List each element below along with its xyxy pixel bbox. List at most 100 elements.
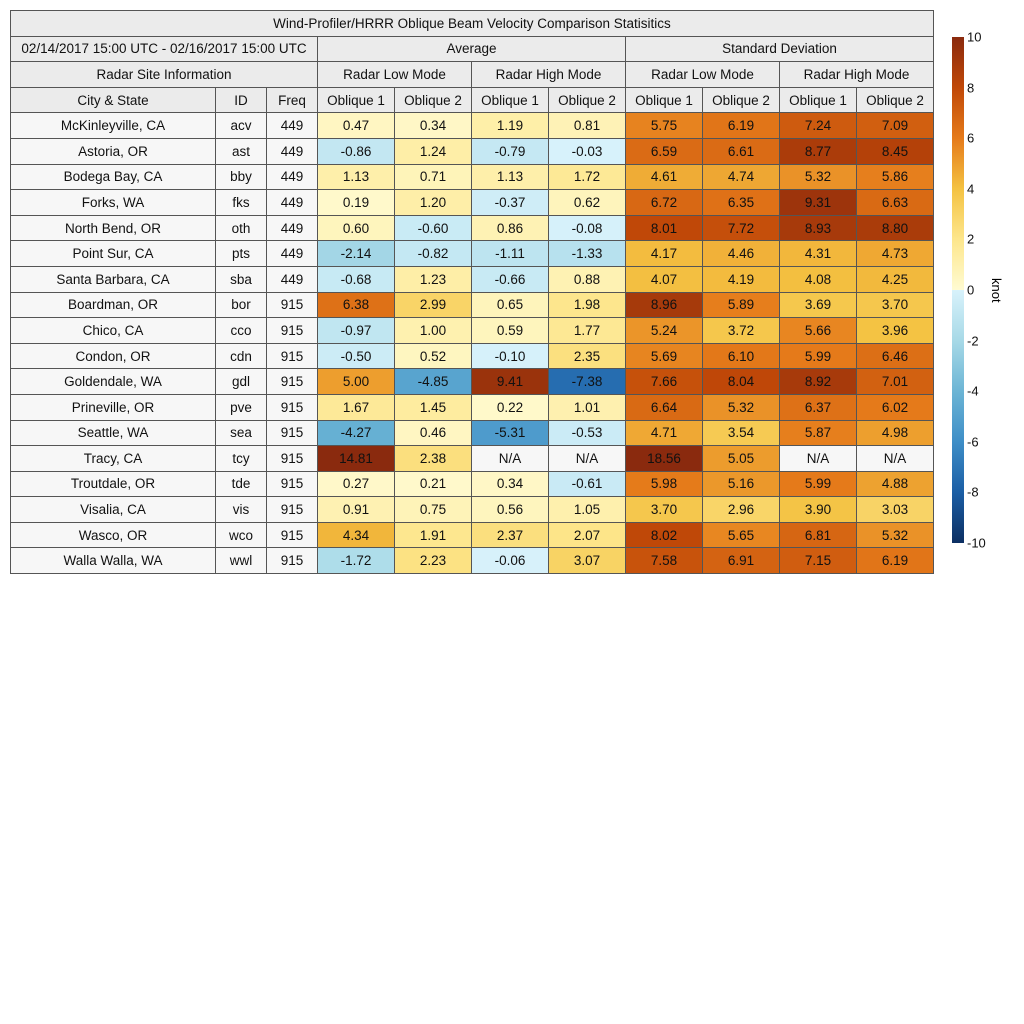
- heatmap-cell: 5.65: [702, 521, 780, 549]
- mode-header: Radar High Mode: [471, 61, 626, 88]
- heatmap-cell: -1.72: [317, 547, 395, 575]
- table-row: Seattle, WA sea 915 -4.27 0.46 -5.31 -0.53 4.71…: [10, 419, 934, 447]
- site-name: Boardman, OR: [10, 291, 216, 319]
- heatmap-cell: 0.22: [471, 393, 549, 421]
- table-row: Tracy, CA tcy 915 14.81 2.38 N/A N/A 18.56 5.05 N…: [10, 445, 934, 472]
- heatmap-cell: 0.75: [394, 496, 472, 523]
- table-row: Forks, WA fks 449 0.19 1.20 -0.37 0.62 6.72 6.35…: [10, 189, 934, 216]
- heatmap-cell: 4.61: [625, 163, 703, 191]
- column-header: Oblique 1: [317, 86, 395, 114]
- heatmap-cell: 5.99: [779, 470, 857, 498]
- heatmap-cell: 2.38: [394, 445, 472, 472]
- column-header: ID: [215, 86, 267, 114]
- site-id: sba: [215, 265, 267, 293]
- heatmap-cell: 2.99: [394, 291, 472, 319]
- site-freq: 915: [266, 342, 318, 370]
- site-name: McKinleyville, CA: [10, 112, 216, 139]
- site-id: tcy: [215, 445, 267, 472]
- heatmap-cell: 1.72: [548, 163, 626, 191]
- site-freq: 449: [266, 265, 318, 293]
- table-row: Goldendale, WA gdl 915 5.00 -4.85 9.41 -7.38 7.…: [10, 368, 934, 395]
- heatmap-cell: 1.91: [394, 521, 472, 549]
- site-name: Wasco, OR: [10, 521, 216, 549]
- mode-header: Radar Low Mode: [625, 61, 780, 88]
- heatmap-cell: 5.99: [779, 342, 857, 370]
- table-row: Wasco, OR wco 915 4.34 1.91 2.37 2.07 8.02 5.65 6…: [10, 521, 934, 549]
- site-freq: 915: [266, 547, 318, 575]
- heatmap-cell: 8.01: [625, 214, 703, 242]
- heatmap-cell: 4.88: [856, 470, 934, 498]
- heatmap-cell: 0.60: [317, 214, 395, 242]
- heatmap-cell: 4.46: [702, 240, 780, 267]
- heatmap-cell: 4.08: [779, 265, 857, 293]
- site-freq: 915: [266, 445, 318, 472]
- heatmap-cell: 6.19: [702, 112, 780, 139]
- table-row: Prineville, OR pve 915 1.67 1.45 0.22 1.01 6.64…: [10, 393, 934, 421]
- heatmap-cell: -0.68: [317, 265, 395, 293]
- heatmap-cell: 0.71: [394, 163, 472, 191]
- heatmap-cell: 3.96: [856, 317, 934, 344]
- heatmap-cell: 4.74: [702, 163, 780, 191]
- heatmap-cell: -0.08: [548, 214, 626, 242]
- heatmap-cell: 5.89: [702, 291, 780, 319]
- site-freq: 915: [266, 496, 318, 523]
- heatmap-cell: 3.69: [779, 291, 857, 319]
- time-period: 02/14/2017 15:00 UTC - 02/16/2017 15:00 …: [10, 35, 318, 63]
- site-freq: 915: [266, 317, 318, 344]
- statistics-table: Wind-Profiler/HRRR Oblique Beam Velocity…: [10, 10, 934, 575]
- table-row: Bodega Bay, CA bby 449 1.13 0.71 1.13 1.72 4.61…: [10, 163, 934, 191]
- site-id: wwl: [215, 547, 267, 575]
- heatmap-cell: 4.34: [317, 521, 395, 549]
- heatmap-cell: 3.90: [779, 496, 857, 523]
- heatmap-cell: 7.24: [779, 112, 857, 139]
- column-header: Oblique 1: [471, 86, 549, 114]
- heatmap-cell: 0.52: [394, 342, 472, 370]
- heatmap-cell: 1.45: [394, 393, 472, 421]
- site-name: Santa Barbara, CA: [10, 265, 216, 293]
- site-freq: 449: [266, 163, 318, 191]
- heatmap-cell: 2.35: [548, 342, 626, 370]
- column-header: Oblique 1: [779, 86, 857, 114]
- heatmap-cell: 1.13: [317, 163, 395, 191]
- heatmap-cell: 0.91: [317, 496, 395, 523]
- heatmap-cell: -0.82: [394, 240, 472, 267]
- heatmap-cell: 3.03: [856, 496, 934, 523]
- heatmap-cell: 6.63: [856, 189, 934, 216]
- heatmap-cell: 0.34: [394, 112, 472, 139]
- heatmap-cell: -4.85: [394, 368, 472, 395]
- site-freq: 449: [266, 112, 318, 139]
- heatmap-cell: -0.50: [317, 342, 395, 370]
- site-info-header: Radar Site Information: [10, 61, 318, 88]
- table-row: Visalia, CA vis 915 0.91 0.75 0.56 1.05 3.70 2.9…: [10, 496, 934, 523]
- heatmap-cell: 5.16: [702, 470, 780, 498]
- heatmap-cell: 6.81: [779, 521, 857, 549]
- site-freq: 915: [266, 291, 318, 319]
- heatmap-cell: 9.41: [471, 368, 549, 395]
- heatmap-cell: 7.09: [856, 112, 934, 139]
- heatmap-cell: 0.81: [548, 112, 626, 139]
- heatmap-cell: 1.05: [548, 496, 626, 523]
- heatmap-cell: 1.98: [548, 291, 626, 319]
- heatmap-cell: -4.27: [317, 419, 395, 447]
- site-name: Seattle, WA: [10, 419, 216, 447]
- table-row: Boardman, OR bor 915 6.38 2.99 0.65 1.98 8.96 5.…: [10, 291, 934, 319]
- site-name: Troutdale, OR: [10, 470, 216, 498]
- heatmap-cell: 6.02: [856, 393, 934, 421]
- heatmap-cell: 5.66: [779, 317, 857, 344]
- heatmap-cell: 5.75: [625, 112, 703, 139]
- heatmap-cell: 2.07: [548, 521, 626, 549]
- heatmap-cell: 0.62: [548, 189, 626, 216]
- heatmap-cell: 5.98: [625, 470, 703, 498]
- table-row: Point Sur, CA pts 449 -2.14 -0.82 -1.11 -1.33 4…: [10, 240, 934, 267]
- site-freq: 915: [266, 470, 318, 498]
- heatmap-cell: 8.96: [625, 291, 703, 319]
- mode-header: Radar High Mode: [779, 61, 934, 88]
- column-header: Oblique 2: [394, 86, 472, 114]
- heatmap-cell: 0.27: [317, 470, 395, 498]
- heatmap-cell: -0.10: [471, 342, 549, 370]
- heatmap-cell: N/A: [471, 445, 549, 472]
- heatmap-cell: 2.23: [394, 547, 472, 575]
- site-name: Visalia, CA: [10, 496, 216, 523]
- heatmap-cell: 1.01: [548, 393, 626, 421]
- colorbar-tick-label: -8: [967, 484, 979, 500]
